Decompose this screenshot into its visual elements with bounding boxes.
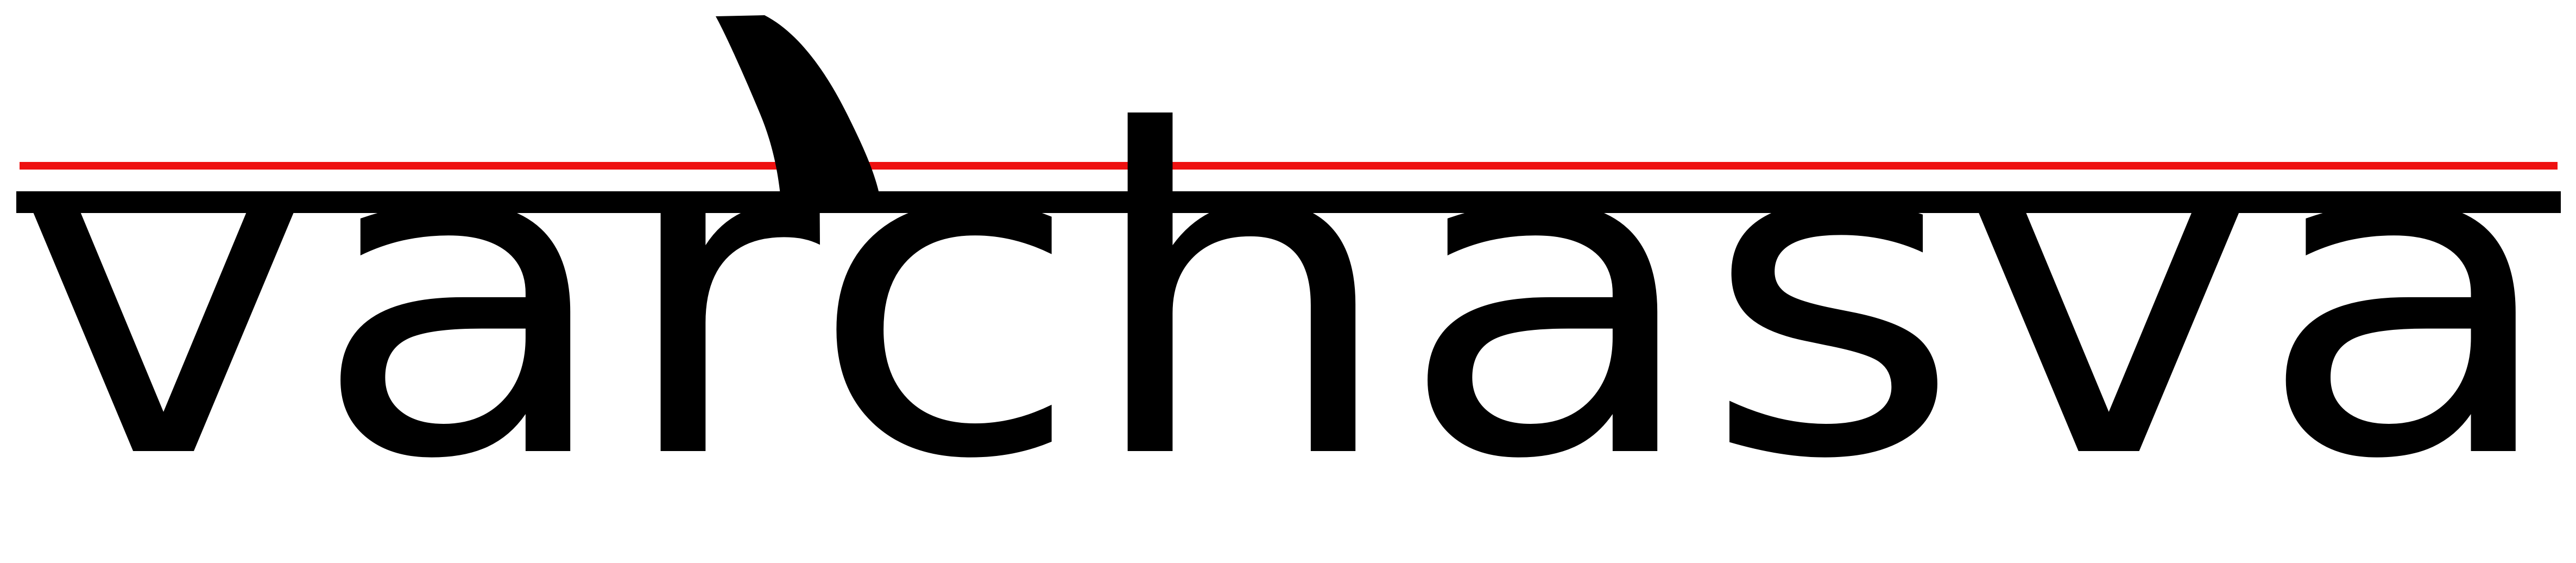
h-ascender-stroke: [716, 15, 882, 213]
red-accent-line: [20, 162, 2558, 170]
logo-wordmark: varchasva: [16, 38, 2561, 556]
black-headbar: [16, 191, 2561, 213]
